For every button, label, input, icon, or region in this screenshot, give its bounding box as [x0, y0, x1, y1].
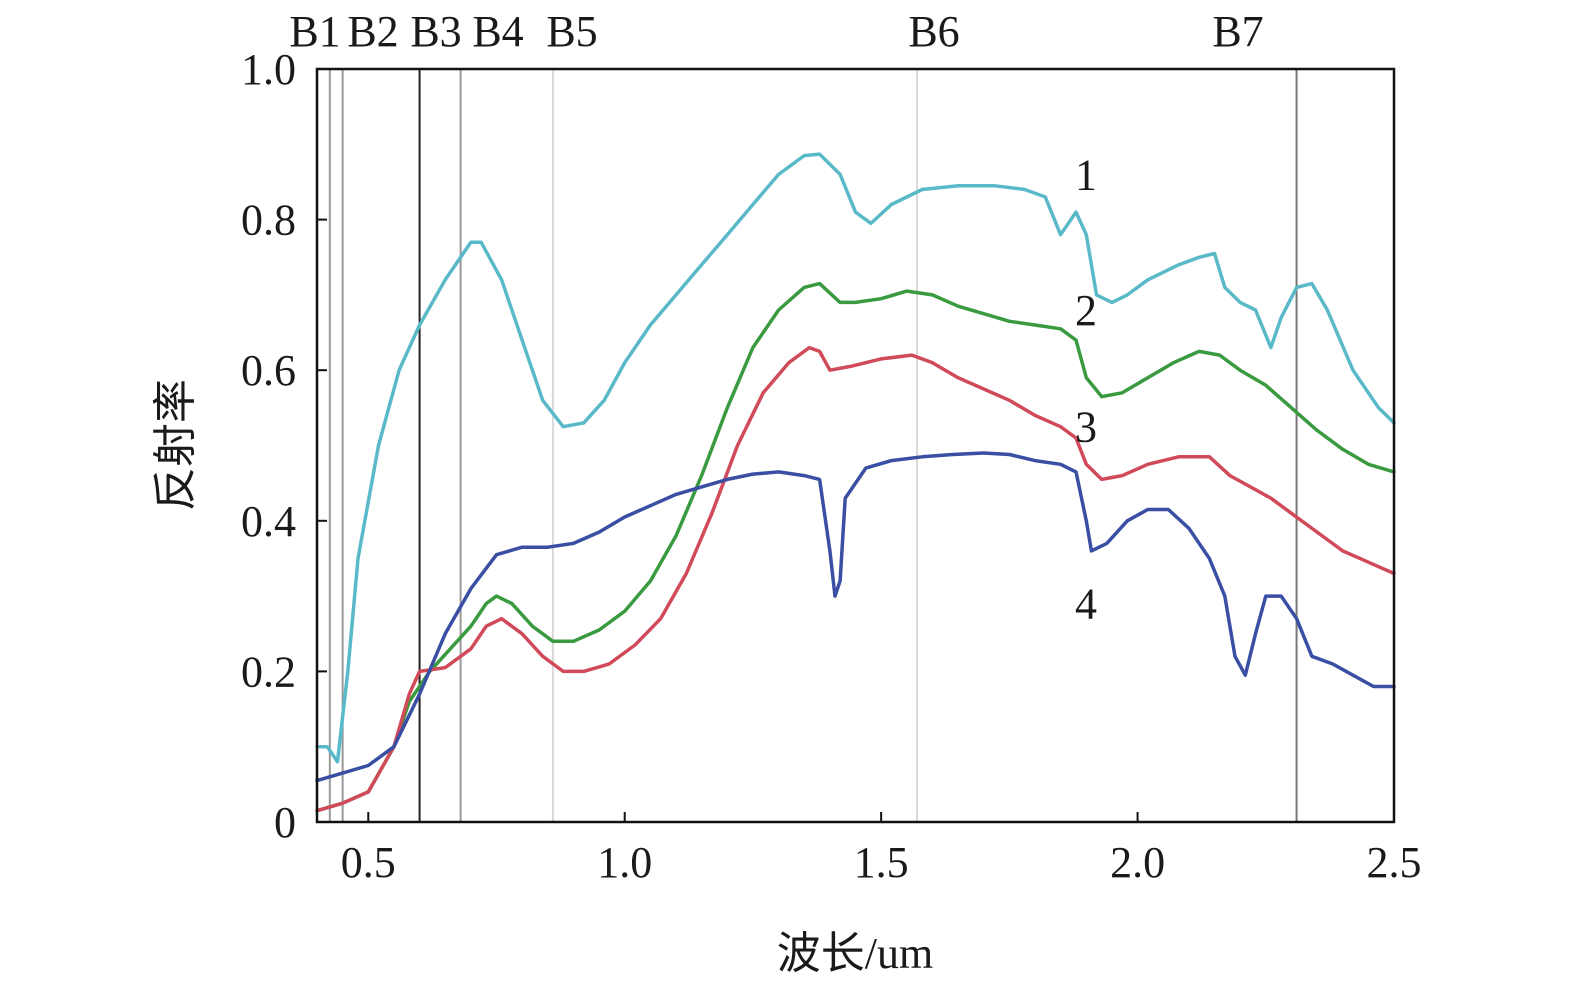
- band-label-b4: B4: [472, 7, 523, 56]
- series-label-4: 4: [1075, 580, 1097, 629]
- plot-frame: [315, 67, 1396, 824]
- y-tick-label: 1.0: [241, 45, 296, 94]
- series-lines: [315, 152, 1396, 813]
- x-tick-label: 2.5: [1367, 838, 1422, 887]
- band-label-b7: B7: [1212, 7, 1263, 56]
- series-labels: 1 2 3 4: [1075, 150, 1097, 628]
- band-label-b6: B6: [908, 7, 959, 56]
- x-tick-label: 0.5: [341, 838, 396, 887]
- series-line-1: [315, 152, 1396, 764]
- x-tick-label: 1.5: [854, 838, 909, 887]
- band-lines: [328, 69, 1298, 822]
- x-axis-label: 波长/um: [777, 929, 933, 978]
- band-labels: B1 B2 B3 B4 B5 B6 B7: [289, 7, 1263, 56]
- series-label-2: 2: [1075, 286, 1097, 335]
- band-label-b5: B5: [546, 7, 597, 56]
- series-label-3: 3: [1075, 403, 1097, 452]
- band-label-b3: B3: [410, 7, 461, 56]
- x-tick-label: 1.0: [597, 838, 652, 887]
- y-tick-label: 0.6: [241, 346, 296, 395]
- y-tick-label: 0.8: [241, 196, 296, 245]
- series-label-1: 1: [1075, 150, 1097, 199]
- band-label-b1: B1: [289, 7, 340, 56]
- y-axis-ticks: 0 0.2 0.4 0.6 0.8 1.0: [241, 45, 327, 847]
- y-axis-label: 反射率: [151, 379, 200, 511]
- y-tick-label: 0.2: [241, 647, 296, 696]
- band-label-b2: B2: [347, 7, 398, 56]
- y-tick-label: 0: [274, 798, 296, 847]
- series-line-3: [315, 345, 1396, 813]
- x-tick-label: 2.0: [1110, 838, 1165, 887]
- y-tick-label: 0.4: [241, 497, 296, 546]
- series-line-2: [315, 281, 1396, 813]
- x-axis-ticks: 0.5 1.0 1.5 2.0 2.5: [341, 812, 1422, 887]
- series-line-4: [315, 451, 1396, 783]
